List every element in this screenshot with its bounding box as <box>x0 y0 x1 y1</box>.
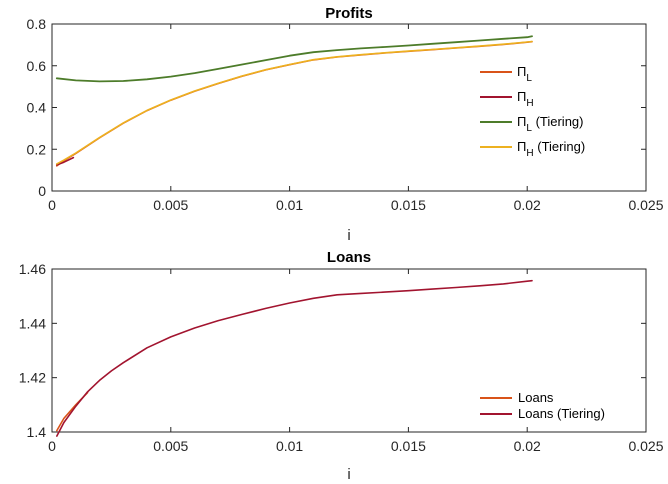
y-tick-label: 0.8 <box>27 16 47 32</box>
series-line--h <box>55 156 75 166</box>
x-axis-label: i <box>347 227 350 244</box>
x-tick-label: 0.005 <box>153 438 188 454</box>
legend-suffix: (Tiering) <box>534 139 586 154</box>
x-tick-label: 0.02 <box>514 438 541 454</box>
chart-title: Profits <box>325 5 373 22</box>
series-line--h-tiering- <box>55 40 533 165</box>
y-tick-label: 1.46 <box>19 261 46 277</box>
y-tick-label: 1.44 <box>19 315 46 331</box>
chart-loans: Loans 0 0.005 0.01 0.015 0.02 0.025 1.4 1.42 1.44… <box>19 249 664 483</box>
legend-subscript: H <box>526 148 533 159</box>
x-tick-label: 0.025 <box>628 197 663 213</box>
x-tick-label: 0.01 <box>276 197 303 213</box>
series-line--l-tiering- <box>55 35 533 83</box>
x-tick-label: 0.02 <box>514 197 541 213</box>
y-tick-label: 1.4 <box>27 424 47 440</box>
y-tick-label: 0.4 <box>27 100 47 116</box>
y-tick-label: 1.42 <box>19 370 46 386</box>
y-tick-label: 0 <box>38 183 46 199</box>
legend-subscript: L <box>526 73 532 84</box>
x-axis-label: i <box>347 466 350 483</box>
chart-title: Loans <box>327 249 371 266</box>
legend-subscript: H <box>526 98 533 109</box>
y-tick-label: 0.6 <box>27 58 47 74</box>
series-line-loans-tiering- <box>55 279 533 437</box>
x-tick-label: 0.015 <box>391 197 426 213</box>
x-tick-label: 0.005 <box>153 197 188 213</box>
legend-subscript: L <box>526 123 532 134</box>
axes-box <box>51 268 647 433</box>
x-tick-label: 0.015 <box>391 438 426 454</box>
x-tick-label: 0.01 <box>276 438 303 454</box>
y-tick-label: 0.2 <box>27 141 47 157</box>
legend-suffix: (Tiering) <box>532 114 584 129</box>
x-tick-label: 0 <box>48 197 56 213</box>
legend-entry: Loans (Tiering) <box>518 406 605 421</box>
x-tick-label: 0.025 <box>628 438 663 454</box>
x-tick-label: 0 <box>48 438 56 454</box>
legend-entry: Loans <box>518 390 554 405</box>
